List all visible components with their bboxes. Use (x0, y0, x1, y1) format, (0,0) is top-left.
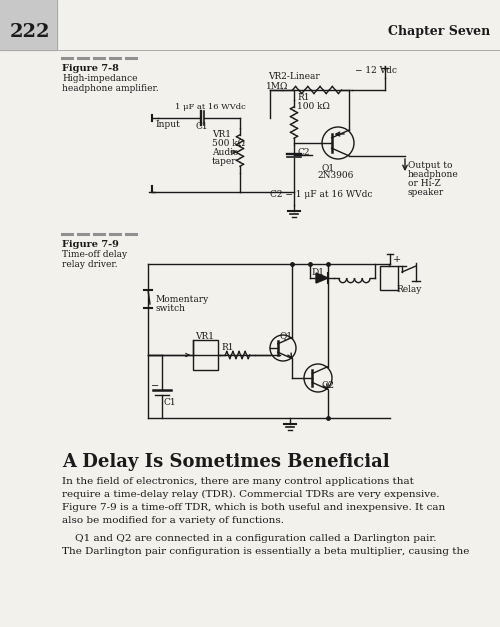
Text: Figure 7-8: Figure 7-8 (62, 64, 119, 73)
Text: Figure 7-9 is a ​time-off TDR​, which is both useful and inexpensive. It can: Figure 7-9 is a ​time-off TDR​, which is… (62, 503, 446, 512)
Text: Audio: Audio (212, 148, 238, 157)
Text: 100 kΩ: 100 kΩ (297, 102, 330, 111)
Text: 1 μF at 16 WVdc: 1 μF at 16 WVdc (175, 103, 246, 111)
Text: speaker: speaker (408, 188, 445, 197)
Text: Momentary: Momentary (155, 295, 208, 304)
Text: switch: switch (155, 304, 185, 313)
Text: D1: D1 (312, 268, 324, 277)
Text: R1: R1 (222, 343, 234, 352)
Text: Q1: Q1 (322, 163, 335, 172)
Text: 222: 222 (10, 23, 50, 41)
Text: C2 − 1 μF at 16 WVdc: C2 − 1 μF at 16 WVdc (270, 190, 372, 199)
Text: Figure 7-9: Figure 7-9 (62, 240, 119, 249)
Text: Output to: Output to (408, 161, 453, 170)
Bar (0, 0, 57, 50)
Text: 1MΩ: 1MΩ (266, 82, 288, 91)
Text: or Hi-Z: or Hi-Z (408, 179, 441, 188)
Text: 500 kΩ: 500 kΩ (212, 139, 245, 148)
Text: Q1: Q1 (280, 331, 293, 340)
Text: +: + (393, 255, 401, 264)
Text: VR1: VR1 (195, 332, 214, 341)
Text: R1: R1 (297, 93, 310, 102)
Text: C2: C2 (297, 148, 310, 157)
Text: headphone: headphone (408, 170, 459, 179)
Text: 2N3906: 2N3906 (317, 171, 354, 180)
Text: Q2: Q2 (322, 380, 335, 389)
Text: Relay: Relay (396, 285, 421, 294)
Text: − 12 Vdc: − 12 Vdc (355, 66, 397, 75)
Text: also be modified for a variety of functions.: also be modified for a variety of functi… (62, 516, 284, 525)
Text: VR2-Linear: VR2-Linear (268, 72, 320, 81)
Text: High-impedance
headphone amplifier.: High-impedance headphone amplifier. (62, 74, 159, 93)
Text: The ​Darlington pair configuration​ is essentially a ​beta multiplier​, causing : The ​Darlington pair configuration​ is e… (62, 547, 470, 556)
Text: taper: taper (212, 157, 236, 166)
Text: Q1 and Q2 are connected in a configuration called a Darlington pair.: Q1 and Q2 are connected in a configurati… (62, 534, 436, 543)
Text: In the field of electronics, there are many control applications that: In the field of electronics, there are m… (62, 477, 414, 486)
Bar (193, 340, 218, 370)
Text: −: − (151, 382, 159, 391)
Text: A Delay Is Sometimes Beneficial: A Delay Is Sometimes Beneficial (62, 453, 390, 471)
Text: VR1: VR1 (212, 130, 231, 139)
Text: require a ​time-delay relay​ (TDR). Commercial TDRs are very expensive.: require a ​time-delay relay​ (TDR). Comm… (62, 490, 440, 499)
Text: C1: C1 (164, 398, 176, 407)
Text: Time-off delay
relay driver.: Time-off delay relay driver. (62, 250, 127, 270)
Text: C1: C1 (196, 122, 208, 131)
Text: Input: Input (155, 120, 180, 129)
Bar (380, 266, 398, 290)
Polygon shape (316, 273, 328, 283)
Text: Chapter Seven: Chapter Seven (388, 26, 490, 38)
